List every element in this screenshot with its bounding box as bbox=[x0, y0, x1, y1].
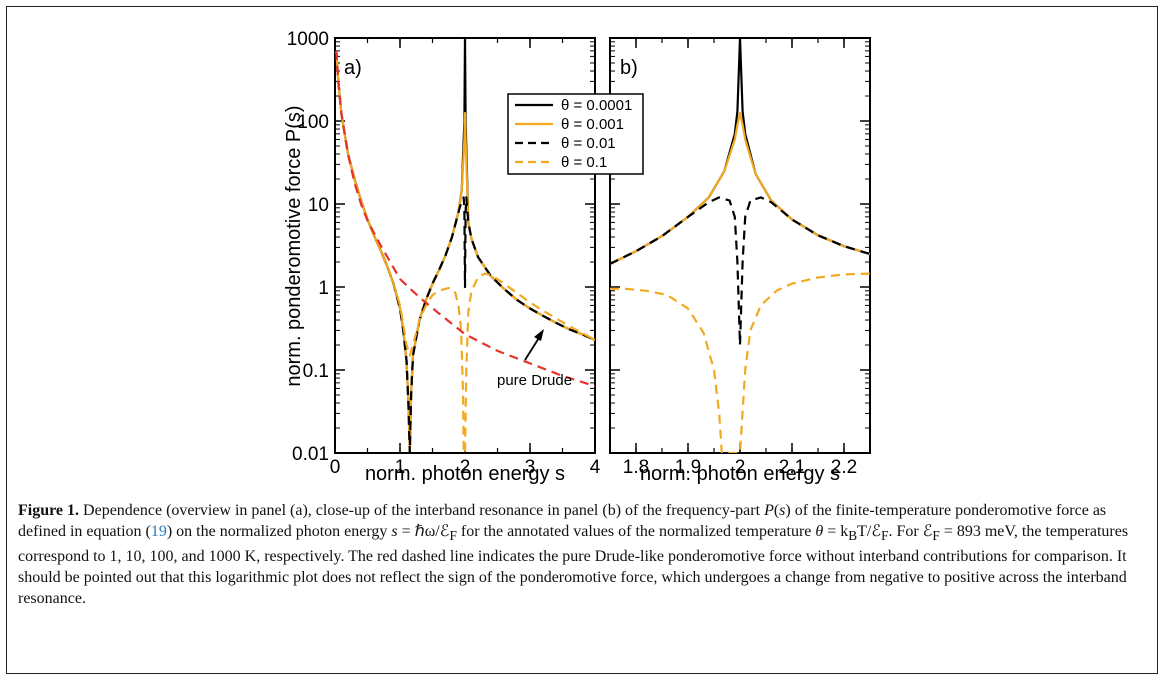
x-tick-label: 2 bbox=[735, 457, 746, 478]
caption-body: Dependence (overview in panel (a), close… bbox=[18, 502, 1128, 607]
x-axis-label-a: norm. photon energy s bbox=[365, 463, 565, 485]
caption-segment: T/ℰ bbox=[857, 523, 882, 540]
y-tick-label: 1 bbox=[318, 278, 329, 299]
series-line-b-3 bbox=[610, 272, 870, 453]
panel-b-series bbox=[610, 38, 870, 453]
panel-a-series bbox=[335, 38, 595, 453]
caption-segment: = k bbox=[823, 523, 849, 540]
series-line-b-1 bbox=[610, 111, 870, 265]
annotation-arrowhead bbox=[534, 329, 544, 341]
caption-segment: . For ℰ bbox=[888, 523, 933, 540]
legend-box bbox=[507, 93, 644, 175]
y-tick-label: 0.01 bbox=[292, 444, 329, 465]
caption-segment: ) of the finite-temperature ponderomotiv… bbox=[18, 502, 1107, 540]
caption-segment: P bbox=[764, 502, 774, 519]
panel-b-label: b) bbox=[620, 57, 638, 79]
legend-label: θ = 0.1 bbox=[561, 154, 607, 171]
caption-segment: for the annotated values of the normaliz… bbox=[456, 523, 816, 540]
caption-segment: θ bbox=[815, 523, 824, 540]
x-tick-label: 2.1 bbox=[779, 457, 805, 478]
series-line-a-3 bbox=[335, 50, 595, 453]
annotation-text: pure Drude bbox=[497, 372, 572, 389]
y-axis-label: norm. ponderomotive force P(s) bbox=[283, 105, 305, 386]
legend-label: θ = 0.01 bbox=[561, 135, 616, 152]
caption-segment: ) on the normalized photon energy bbox=[166, 523, 392, 540]
caption-segment: = ℏω/ℰ bbox=[397, 523, 450, 540]
panel-b-axes: 1.8 1.9 2 2.1 2.2 bbox=[609, 37, 871, 478]
x-tick-label: 2.2 bbox=[831, 457, 857, 478]
series-line-b-0 bbox=[610, 38, 870, 265]
legend-label: θ = 0.001 bbox=[561, 116, 624, 133]
caption-label: Figure 1. bbox=[18, 502, 80, 519]
x-axis-label-b: norm. photon energy s bbox=[640, 463, 840, 485]
series-line-a-4 bbox=[335, 50, 595, 388]
series-line-b-2 bbox=[610, 196, 870, 347]
x-tick-label: 4 bbox=[590, 457, 601, 478]
caption-segment: = 893 meV, the temperatures correspond t… bbox=[18, 523, 1129, 608]
legend-label: θ = 0.0001 bbox=[561, 97, 632, 114]
y-tick-label: 1000 bbox=[287, 29, 329, 50]
caption-segment: B bbox=[848, 528, 858, 544]
caption-segment[interactable]: 19 bbox=[150, 523, 167, 540]
figure-caption: Figure 1. Dependence (overview in panel … bbox=[18, 500, 1148, 609]
caption-segment: Dependence (overview in panel (a), close… bbox=[79, 502, 765, 519]
x-tick-label: 1 bbox=[395, 457, 406, 478]
caption-segment: s bbox=[391, 523, 398, 540]
y-tick-label: 10 bbox=[308, 195, 329, 216]
x-tick-label: 0 bbox=[330, 457, 341, 478]
y-tick-label: 0.1 bbox=[303, 361, 329, 382]
caption-segment: F bbox=[449, 528, 457, 544]
x-tick-label: 1.9 bbox=[675, 457, 701, 478]
figure-frame bbox=[6, 6, 1158, 674]
panel-a-label: a) bbox=[344, 57, 362, 79]
x-tick-label: 2 bbox=[460, 457, 471, 478]
legend: θ = 0.0001 θ = 0.001 θ = 0.01 θ = 0.1 bbox=[507, 93, 644, 175]
pure-drude-annotation: pure Drude bbox=[497, 329, 572, 389]
caption-segment: ( bbox=[773, 502, 780, 519]
caption-segment: s bbox=[779, 502, 786, 519]
caption-segment: F bbox=[932, 528, 940, 544]
x-tick-label: 3 bbox=[525, 457, 536, 478]
x-tick-label: 1.8 bbox=[623, 457, 649, 478]
caption-segment: F bbox=[881, 528, 889, 544]
panel-b-frame bbox=[609, 37, 871, 454]
y-tick-label: 100 bbox=[297, 112, 329, 133]
